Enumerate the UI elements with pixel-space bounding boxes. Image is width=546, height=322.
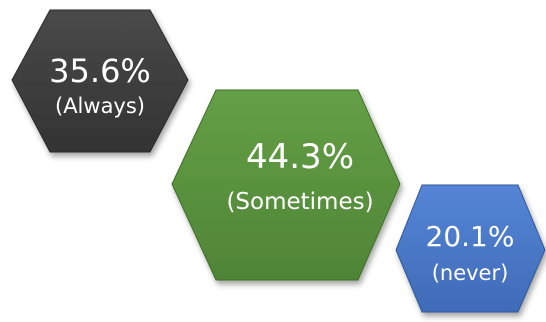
hexagon-never: 20.1% (never) [395,184,546,313]
value-always: 35.6% [49,52,151,90]
hexagon-always: 35.6% (Always) [11,9,189,153]
hexagon-shape-never [395,184,546,313]
label-never: (never) [432,261,509,285]
label-sometimes: (Sometimes) [226,189,373,215]
value-never: 20.1% [426,220,515,253]
value-sometimes: 44.3% [246,137,354,177]
hexagon-shape-always [11,9,189,153]
hexagon-shape-sometimes [171,89,401,281]
hexagon-sometimes: 44.3% (Sometimes) [171,89,401,281]
label-always: (Always) [55,94,145,118]
